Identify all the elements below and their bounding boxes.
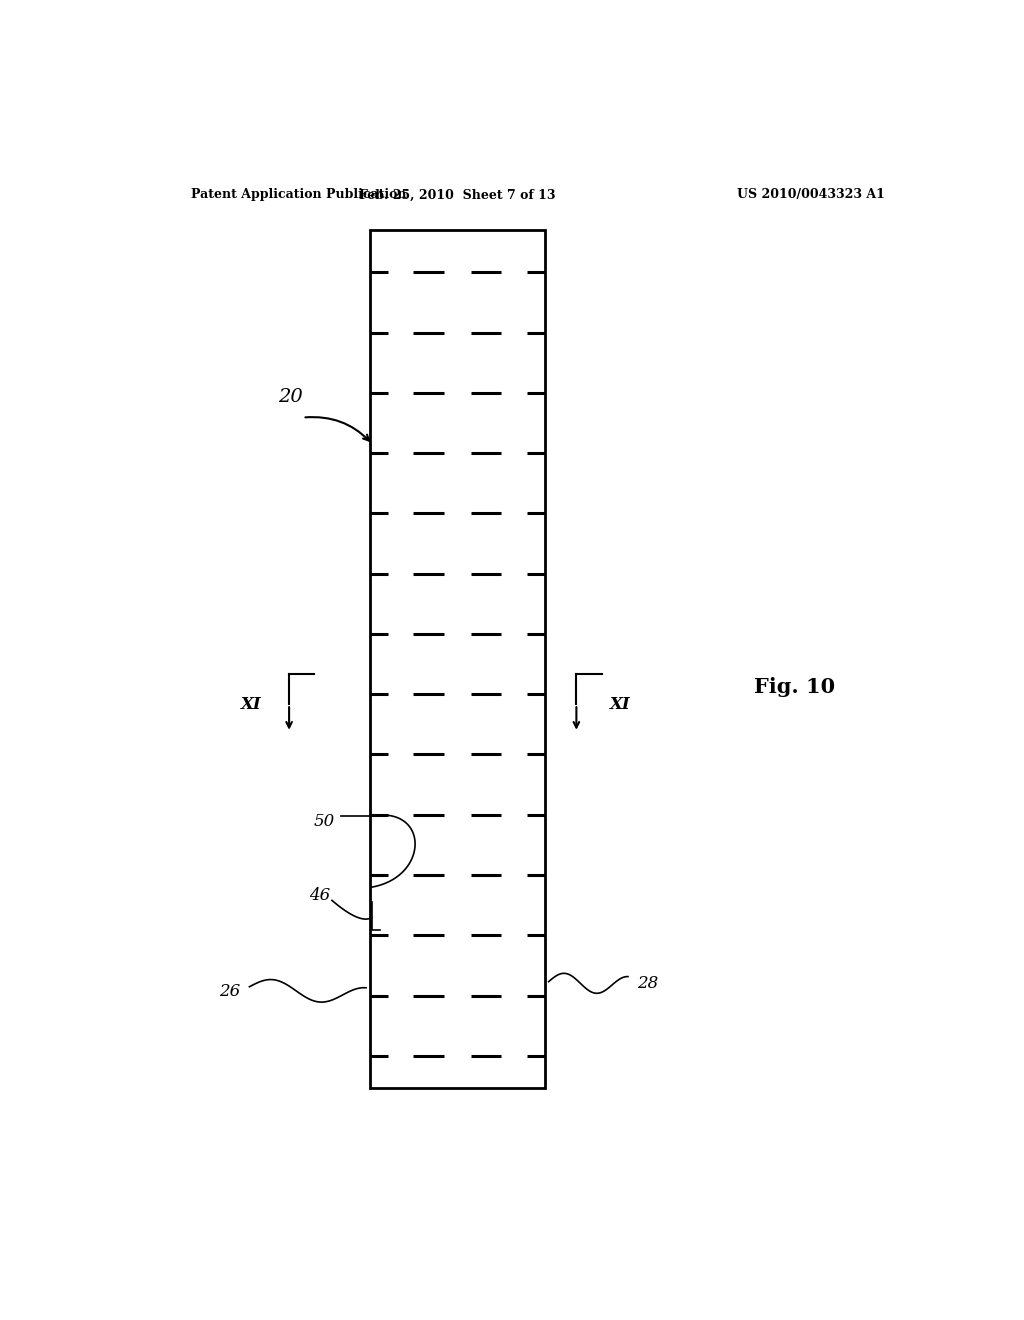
Text: 20: 20 [279, 388, 303, 407]
Text: Fig. 10: Fig. 10 [754, 677, 836, 697]
Text: 26: 26 [219, 983, 241, 1001]
Text: 50: 50 [313, 813, 335, 829]
Text: XI: XI [609, 696, 631, 713]
Text: Feb. 25, 2010  Sheet 7 of 13: Feb. 25, 2010 Sheet 7 of 13 [359, 189, 556, 202]
Bar [370, 230, 545, 1089]
Text: 28: 28 [637, 975, 658, 993]
Text: Patent Application Publication: Patent Application Publication [191, 189, 407, 202]
Text: XI: XI [241, 696, 261, 713]
Text: US 2010/0043323 A1: US 2010/0043323 A1 [736, 189, 885, 202]
Text: 46: 46 [309, 887, 331, 904]
